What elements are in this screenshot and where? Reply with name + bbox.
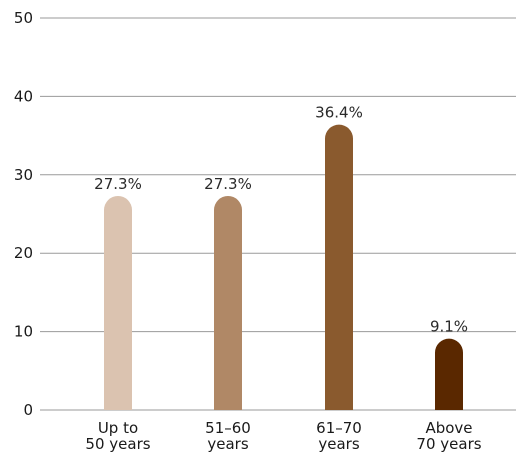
data-label: 9.1% (430, 318, 468, 336)
bar (325, 124, 353, 411)
data-label: 27.3% (94, 175, 142, 193)
category-label-line: Up to (98, 419, 138, 437)
category-label-line: 61–70 (316, 419, 362, 437)
y-tick-label: 10 (14, 323, 33, 341)
y-tick-label: 50 (14, 9, 33, 27)
bar (214, 195, 243, 410)
category-label: Above 70 years (416, 419, 481, 453)
category-label-line: Above (425, 419, 472, 437)
bar (435, 338, 463, 410)
data-labels: 27.3% 27.3% 36.4% 9.1% (94, 104, 468, 336)
category-label-line: years (318, 435, 359, 453)
y-tick-label: 0 (23, 401, 33, 419)
category-label: Up to 50 years (85, 419, 150, 453)
category-label-line: 50 years (85, 435, 150, 453)
category-label-line: years (207, 435, 248, 453)
data-label: 27.3% (204, 175, 252, 193)
category-label: 61–70 years (316, 419, 362, 453)
bar (104, 195, 132, 410)
data-label: 36.4% (315, 104, 363, 122)
bars (104, 124, 463, 411)
y-tick-label: 40 (14, 87, 33, 105)
category-label-line: 70 years (416, 435, 481, 453)
category-label-line: 51–60 (205, 419, 251, 437)
y-tick-label: 20 (14, 244, 33, 262)
category-label: 51–60 years (205, 419, 251, 453)
y-tick-label: 30 (14, 166, 33, 184)
y-axis-tick-labels: 0 10 20 30 40 50 (14, 9, 33, 419)
